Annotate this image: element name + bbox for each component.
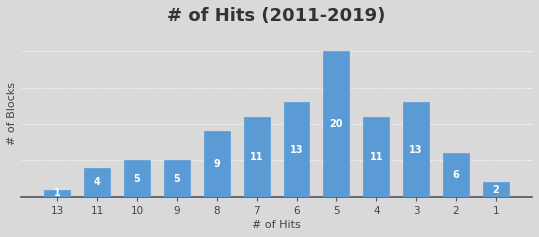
- Bar: [403, 102, 429, 197]
- Bar: [84, 168, 110, 197]
- Text: 11: 11: [250, 152, 264, 162]
- Bar: [164, 160, 190, 197]
- Text: 6: 6: [453, 170, 459, 180]
- Text: 1: 1: [54, 188, 61, 198]
- Text: 5: 5: [174, 174, 180, 184]
- Bar: [363, 117, 389, 197]
- Bar: [124, 160, 150, 197]
- Text: 2: 2: [493, 185, 499, 195]
- Bar: [323, 51, 349, 197]
- Text: 9: 9: [213, 159, 220, 169]
- Bar: [204, 131, 230, 197]
- X-axis label: # of Hits: # of Hits: [252, 220, 301, 230]
- Title: # of Hits (2011-2019): # of Hits (2011-2019): [168, 7, 386, 25]
- Bar: [44, 190, 70, 197]
- Text: 5: 5: [134, 174, 141, 184]
- Text: 13: 13: [290, 145, 303, 155]
- Text: 20: 20: [330, 119, 343, 129]
- Bar: [244, 117, 270, 197]
- Y-axis label: # of Blocks: # of Blocks: [7, 82, 17, 145]
- Text: 4: 4: [94, 177, 101, 187]
- Text: 13: 13: [410, 145, 423, 155]
- Bar: [443, 153, 469, 197]
- Bar: [284, 102, 309, 197]
- Bar: [483, 182, 509, 197]
- Text: 11: 11: [370, 152, 383, 162]
